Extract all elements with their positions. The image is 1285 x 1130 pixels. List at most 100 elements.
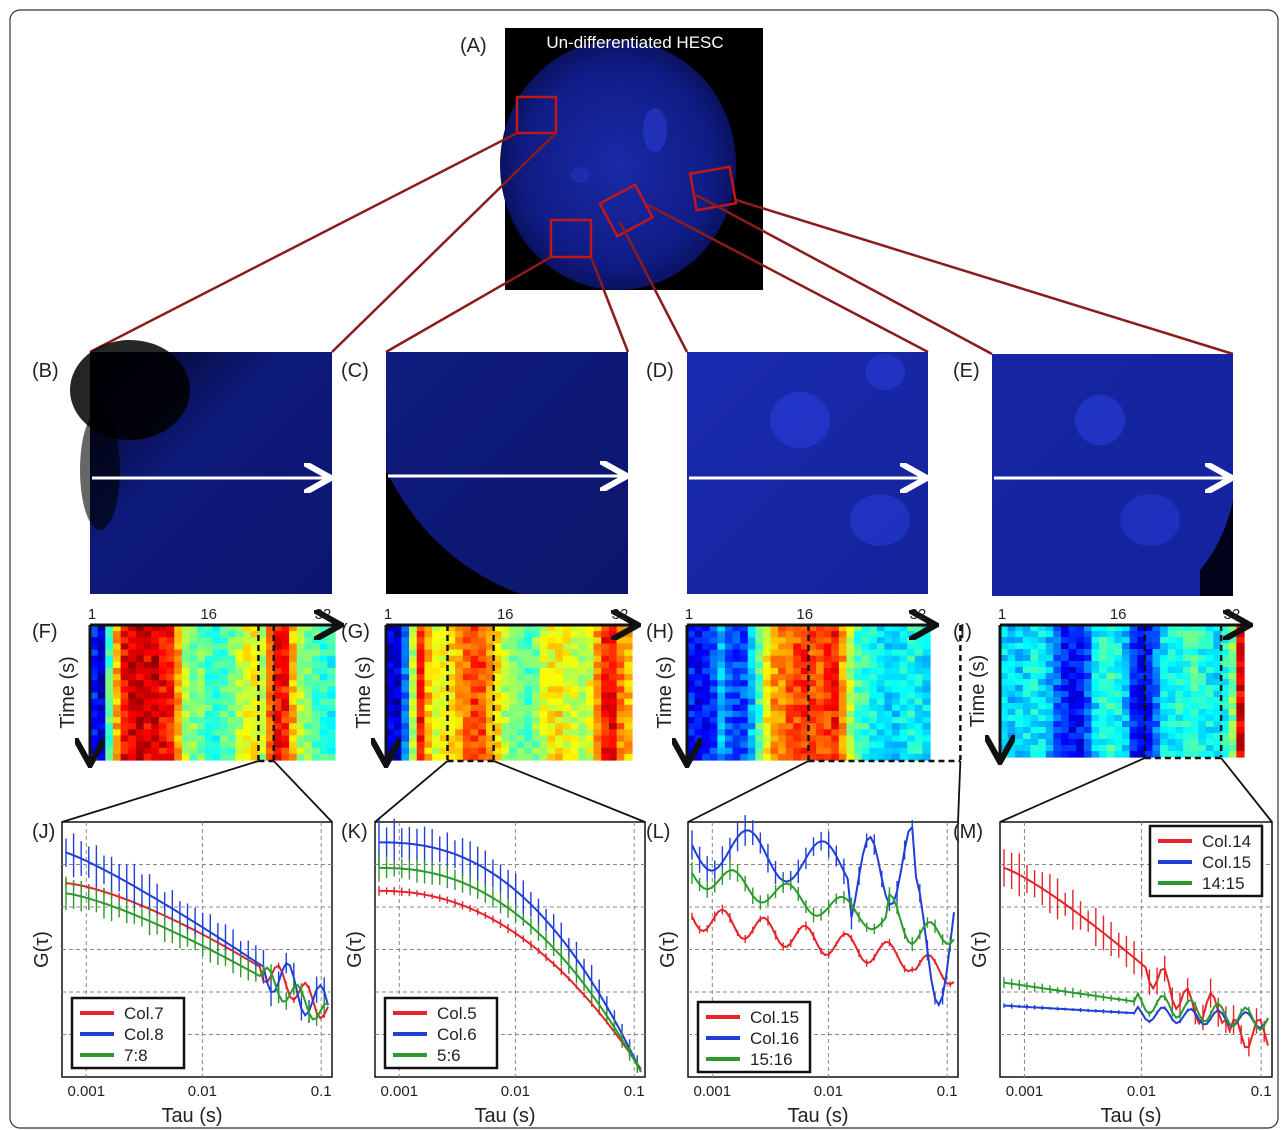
tick-label: 32: [910, 606, 927, 623]
correlation-panel: (M) 0.001 0.01 0.1 Tau (s) G(τ) Col.14 Col.15 14…: [953, 821, 1273, 1127]
series-line: [379, 841, 642, 1073]
zoom-panel-e: (E): [953, 354, 1233, 596]
x-tick-label: 0.1: [1251, 1083, 1272, 1100]
series-line: [691, 824, 955, 1008]
nucleus-speckle: [643, 108, 667, 152]
kymograph-row: (F) 1 16 32 Time (s) (G) 1 16 32 Time (s) (H) 1 16 32…: [32, 606, 1247, 762]
panel-label-e: (E): [953, 360, 980, 382]
panel-label-c: (C): [341, 360, 369, 382]
legend-entry: Col.8: [124, 1025, 164, 1044]
panel-label: (H): [646, 621, 674, 643]
tick-label: 16: [200, 606, 217, 623]
tick-label: 32: [612, 606, 629, 623]
legend-entry: 14:15: [1202, 874, 1245, 893]
zoom-panel-c: (C): [341, 352, 628, 594]
tick-label: 32: [1224, 606, 1241, 623]
x-tick-label: 0.01: [1127, 1083, 1156, 1100]
x-tick-label: 0.001: [694, 1083, 732, 1100]
tick-label: 1: [685, 606, 693, 623]
correlation-panel: (J) 0.001 0.01 0.1 Tau (s) G(τ) Col.7 Col.8 7:8: [31, 821, 333, 1127]
legend-entry: 15:16: [750, 1050, 793, 1069]
legend-entry: Col.7: [124, 1004, 164, 1023]
panel-label: (J): [32, 821, 55, 843]
x-tick-label: 0.001: [381, 1083, 419, 1100]
panel-label-b: (B): [32, 360, 59, 382]
roi-box-c: [549, 218, 593, 259]
panel-label: (G): [341, 621, 370, 643]
panel-label: (F): [32, 621, 58, 643]
main-image-panel: (A) Un-differentiated HESC: [460, 28, 763, 290]
x-tick-label: 0.001: [1006, 1083, 1044, 1100]
panel-label-a: (A): [460, 35, 487, 57]
x-tick-label: 0.001: [68, 1083, 106, 1100]
y-axis-label: G(τ): [31, 931, 53, 968]
zoom-panel-d: (D): [646, 352, 928, 594]
kymograph-ylabel: Time (s): [353, 656, 375, 729]
zoom-connectors: [89, 131, 1234, 356]
panel-label: (M): [953, 821, 983, 843]
legend-entry: Col.5: [437, 1004, 477, 1023]
kymograph-ylabel: Time (s): [57, 656, 79, 729]
legend: Col.5 Col.6 5:6: [383, 996, 499, 1070]
x-axis-label: Tau (s): [787, 1105, 848, 1127]
series-line: [379, 866, 642, 1073]
y-axis-label: G(τ): [344, 931, 366, 968]
y-axis-label: G(τ): [657, 931, 679, 968]
series-line: [65, 882, 329, 1020]
x-axis-label: Tau (s): [474, 1105, 535, 1127]
kymograph-ylabel: Time (s): [654, 656, 676, 729]
legend: Col.14 Col.15 14:15: [1148, 824, 1264, 898]
tick-label: 16: [1110, 606, 1127, 623]
legend-entry: Col.6: [437, 1025, 477, 1044]
kymograph-panel: (I) 1 16 32 Time (s): [953, 606, 1247, 759]
x-tick-label: 0.1: [937, 1083, 958, 1100]
roi-box-d: [598, 183, 655, 238]
zoom-panel-b: (B): [32, 340, 332, 594]
tick-label: 1: [384, 606, 392, 623]
series-line: [1003, 866, 1269, 1049]
roi-box-b: [515, 95, 558, 135]
tick-label: 16: [796, 606, 813, 623]
kymograph-panel: (F) 1 16 32 Time (s): [32, 606, 338, 762]
legend-entry: Col.15: [750, 1008, 799, 1027]
tick-label: 16: [497, 606, 514, 623]
x-tick-label: 0.01: [188, 1083, 217, 1100]
panel-label: (K): [341, 821, 368, 843]
panel-label: (L): [646, 821, 670, 843]
tick-label: 1: [88, 606, 96, 623]
series-line: [65, 851, 329, 1017]
legend-entry: Col.15: [1202, 853, 1251, 872]
x-tick-label: 0.01: [814, 1083, 843, 1100]
kymograph-ylabel: Time (s): [967, 655, 989, 728]
kymo-to-plot-connectors: [61, 757, 1273, 823]
x-tick-label: 0.1: [624, 1083, 645, 1100]
x-axis-label: Tau (s): [161, 1105, 222, 1127]
series-line: [691, 908, 955, 986]
panel-label-d: (D): [646, 360, 674, 382]
x-tick-label: 0.01: [501, 1083, 530, 1100]
kymograph-panel: (G) 1 16 32 Time (s): [341, 606, 635, 762]
series-line: [379, 889, 642, 1070]
legend: Col.7 Col.8 7:8: [70, 996, 186, 1070]
correlation-panel: (L) 0.001 0.01 0.1 Tau (s) G(τ) Col.15 Col.16 15…: [646, 815, 959, 1127]
main-image-title: Un-differentiated HESC: [546, 33, 723, 52]
series-line: [65, 892, 329, 1021]
tick-label: 32: [315, 606, 332, 623]
y-axis-label: G(τ): [969, 931, 991, 968]
correlation-panel: (K) 0.001 0.01 0.1 Tau (s) G(τ) Col.5 Col.6 5:6: [341, 818, 646, 1127]
legend-entry: 5:6: [437, 1046, 461, 1065]
legend-entry: Col.16: [750, 1029, 799, 1048]
nucleus-speckle: [570, 167, 590, 183]
series-line: [1003, 981, 1269, 1032]
legend-entry: 7:8: [124, 1046, 148, 1065]
x-tick-label: 0.1: [311, 1083, 332, 1100]
x-axis-label: Tau (s): [1100, 1105, 1161, 1127]
legend: Col.15 Col.16 15:16: [696, 1000, 812, 1074]
figure-frame: [9, 9, 1279, 1129]
series-line: [1003, 1004, 1269, 1030]
panel-label: (I): [953, 621, 972, 643]
series-line: [691, 869, 955, 946]
kymograph-panel: (H) 1 16 32 Time (s): [646, 606, 962, 762]
